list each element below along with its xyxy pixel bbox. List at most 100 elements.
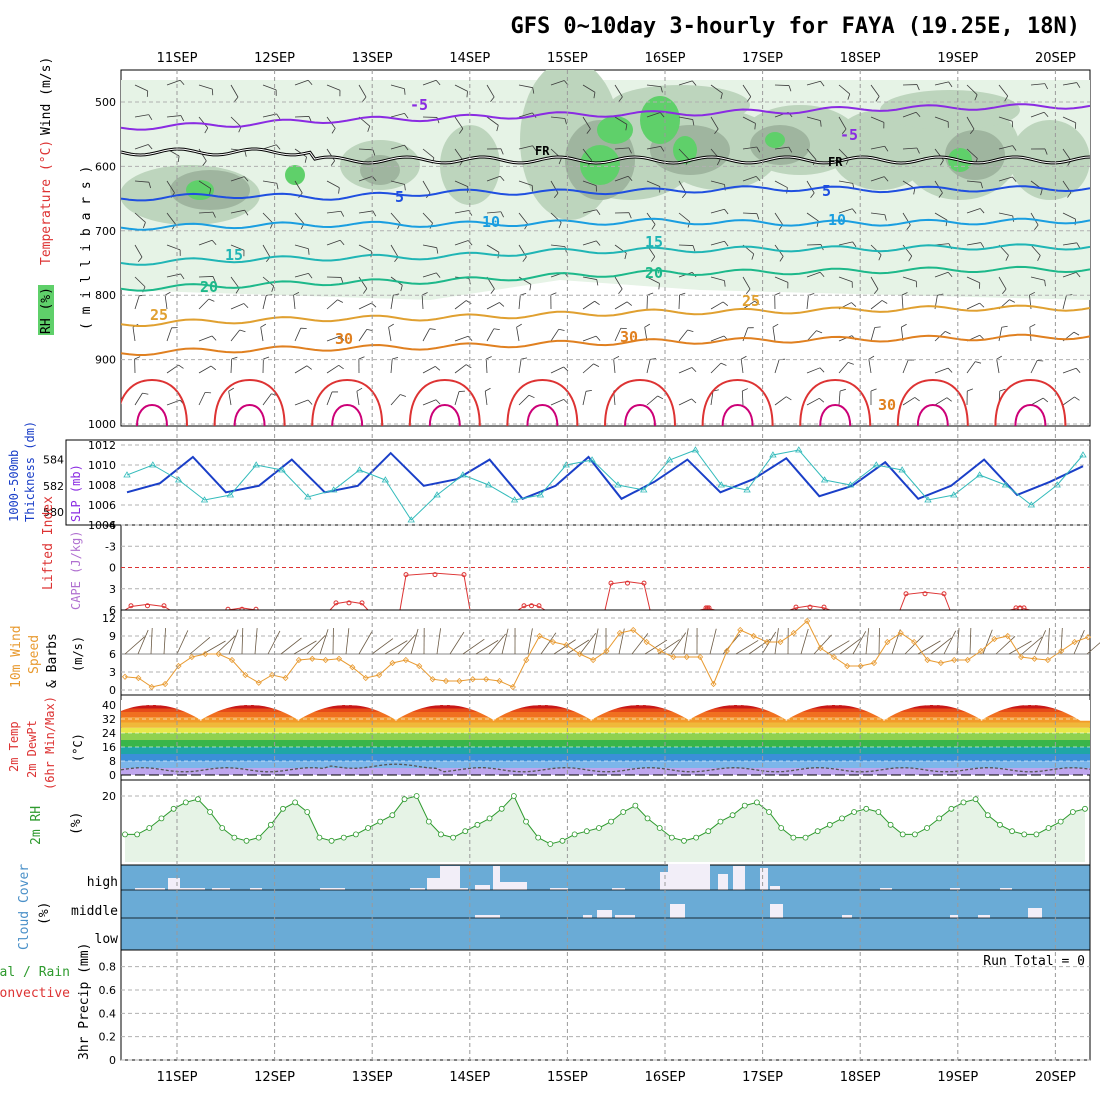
upper-wind-barb-flag	[465, 300, 472, 304]
rh2m-point	[948, 805, 955, 812]
upper-wind-barb-flag	[657, 395, 664, 400]
upper-wind-barb-flag	[906, 224, 911, 230]
wind10m-point	[162, 680, 169, 688]
upper-wind-barb-flag	[1044, 83, 1048, 90]
upper-wind-barb-flag	[1040, 189, 1043, 196]
upper-wind-barb	[294, 212, 305, 224]
upper-wind-barb	[1030, 276, 1045, 281]
upper-wind-barb-flag	[596, 209, 601, 215]
upper-wind-barb-flag	[202, 160, 207, 166]
upper-wind-barb-flag	[358, 356, 365, 360]
upper-wind-barb	[870, 300, 883, 310]
wind10m-point	[603, 647, 610, 655]
upper-wind-barb-flag	[338, 365, 344, 370]
isotherm-label: 10	[482, 213, 500, 231]
wind10m-barb	[540, 632, 557, 655]
upper-wind-barb	[262, 144, 277, 150]
upper-wind-barb	[486, 328, 495, 342]
upper-wind-barb	[390, 244, 399, 258]
upper-wind-barb	[998, 116, 1013, 122]
upper-wind-barb-flag	[388, 323, 394, 328]
rh2m-point	[231, 834, 238, 841]
upper-wind-barb	[422, 366, 436, 374]
wind10m-barb	[488, 633, 506, 655]
wind10m-barb	[163, 628, 166, 655]
isotherm-label: 25	[742, 292, 760, 310]
upper-wind-barb-flag	[366, 328, 373, 332]
upper-wind-barb	[774, 276, 789, 283]
isotherm-line	[121, 304, 1090, 327]
upper-wind-barb-flag	[691, 367, 697, 373]
upper-wind-barb-flag	[208, 298, 215, 302]
upper-wind-barb-flag	[276, 144, 281, 150]
cloud-high-bar	[660, 872, 668, 890]
li-point	[333, 600, 339, 606]
slp-tick-label: 1008	[88, 479, 116, 492]
li-point	[903, 591, 909, 597]
upper-wind-barb-flag	[999, 388, 1006, 392]
temp-band	[121, 740, 1090, 747]
upper-wind-barb-flag	[134, 356, 141, 360]
cloud-high-bar	[500, 882, 527, 890]
upper-wind-barb	[742, 300, 755, 310]
rh2m-point	[693, 834, 700, 841]
isotherm-label: -5	[840, 126, 858, 144]
upper-wind-barb	[582, 276, 597, 280]
rh2m-point	[413, 793, 420, 799]
rh2m-point	[668, 834, 675, 841]
profile-panel: 500 600 700 800 900 1000 -5 5 10 15 20 25 30 -5 5 10 15…	[88, 69, 1091, 431]
upper-wind-barb-flag	[847, 93, 851, 100]
upper-wind-barb	[614, 116, 628, 125]
upper-wind-barb	[356, 391, 360, 406]
li-segment	[517, 603, 546, 611]
wind10m-tick-label: 12	[102, 612, 116, 625]
top-date-label: 15SEP	[547, 51, 588, 66]
wind10m-label-d: (m/s)	[71, 636, 85, 672]
upper-wind-barb-flag	[650, 358, 657, 360]
upper-wind-barb	[678, 80, 693, 86]
upper-wind-barb-flag	[500, 148, 504, 155]
hot-arch-35	[121, 378, 188, 426]
rh-green-blob	[285, 165, 305, 185]
upper-wind-barb-flag	[404, 144, 409, 151]
rh2m-point	[851, 809, 858, 815]
upper-wind-barb-flag	[331, 128, 336, 134]
upper-wind-barb	[838, 335, 853, 342]
upper-wind-barb-flag	[908, 255, 913, 262]
cloud-high-bar	[250, 888, 262, 890]
wind10m-barb	[1086, 642, 1100, 655]
isotherm-line	[121, 265, 1090, 292]
slp-point	[820, 476, 829, 483]
upper-wind-barb	[870, 327, 876, 342]
rh2m-panel: 20 2m RH (%)	[29, 779, 1091, 866]
upper-wind-barb	[134, 144, 149, 150]
wind10m-barb	[995, 635, 1016, 655]
isotherm-label: 30	[620, 328, 638, 346]
wind10m-barb	[826, 640, 850, 655]
wind10m-point	[456, 677, 463, 685]
upper-wind-barb-flag	[586, 128, 591, 134]
top-date-axis: 11SEP 12SEP 13SEP 14SEP 15SEP 16SEP 17SEP 18SEP…	[157, 51, 1076, 66]
upper-wind-barb	[390, 359, 393, 374]
precip-label-a: 3hr Precip (mm)	[77, 943, 92, 1060]
cloud-mid-bar	[475, 915, 500, 918]
wind10m-barb	[852, 631, 867, 655]
upper-wind-barb	[390, 295, 394, 310]
upper-wind-barb	[998, 145, 1013, 150]
upper-wind-barb	[198, 116, 209, 129]
upper-wind-barb-flag	[716, 159, 721, 166]
upper-wind-barb-flag	[330, 160, 335, 166]
upper-wind-barb-flag	[724, 280, 726, 287]
upper-wind-barb-flag	[996, 355, 1002, 360]
wind10m-point	[723, 647, 730, 655]
upper-wind-barb	[710, 180, 725, 185]
upper-wind-barb	[454, 391, 460, 406]
upper-wind-barb-flag	[564, 118, 567, 125]
upper-wind-barb	[838, 84, 851, 95]
rh2m-point	[911, 831, 918, 838]
upper-wind-barb	[454, 300, 467, 310]
upper-wind-barb	[1062, 242, 1077, 246]
thickness-line	[126, 451, 1084, 501]
upper-wind-barb	[454, 116, 464, 129]
upper-wind-barb-flag	[307, 79, 313, 85]
